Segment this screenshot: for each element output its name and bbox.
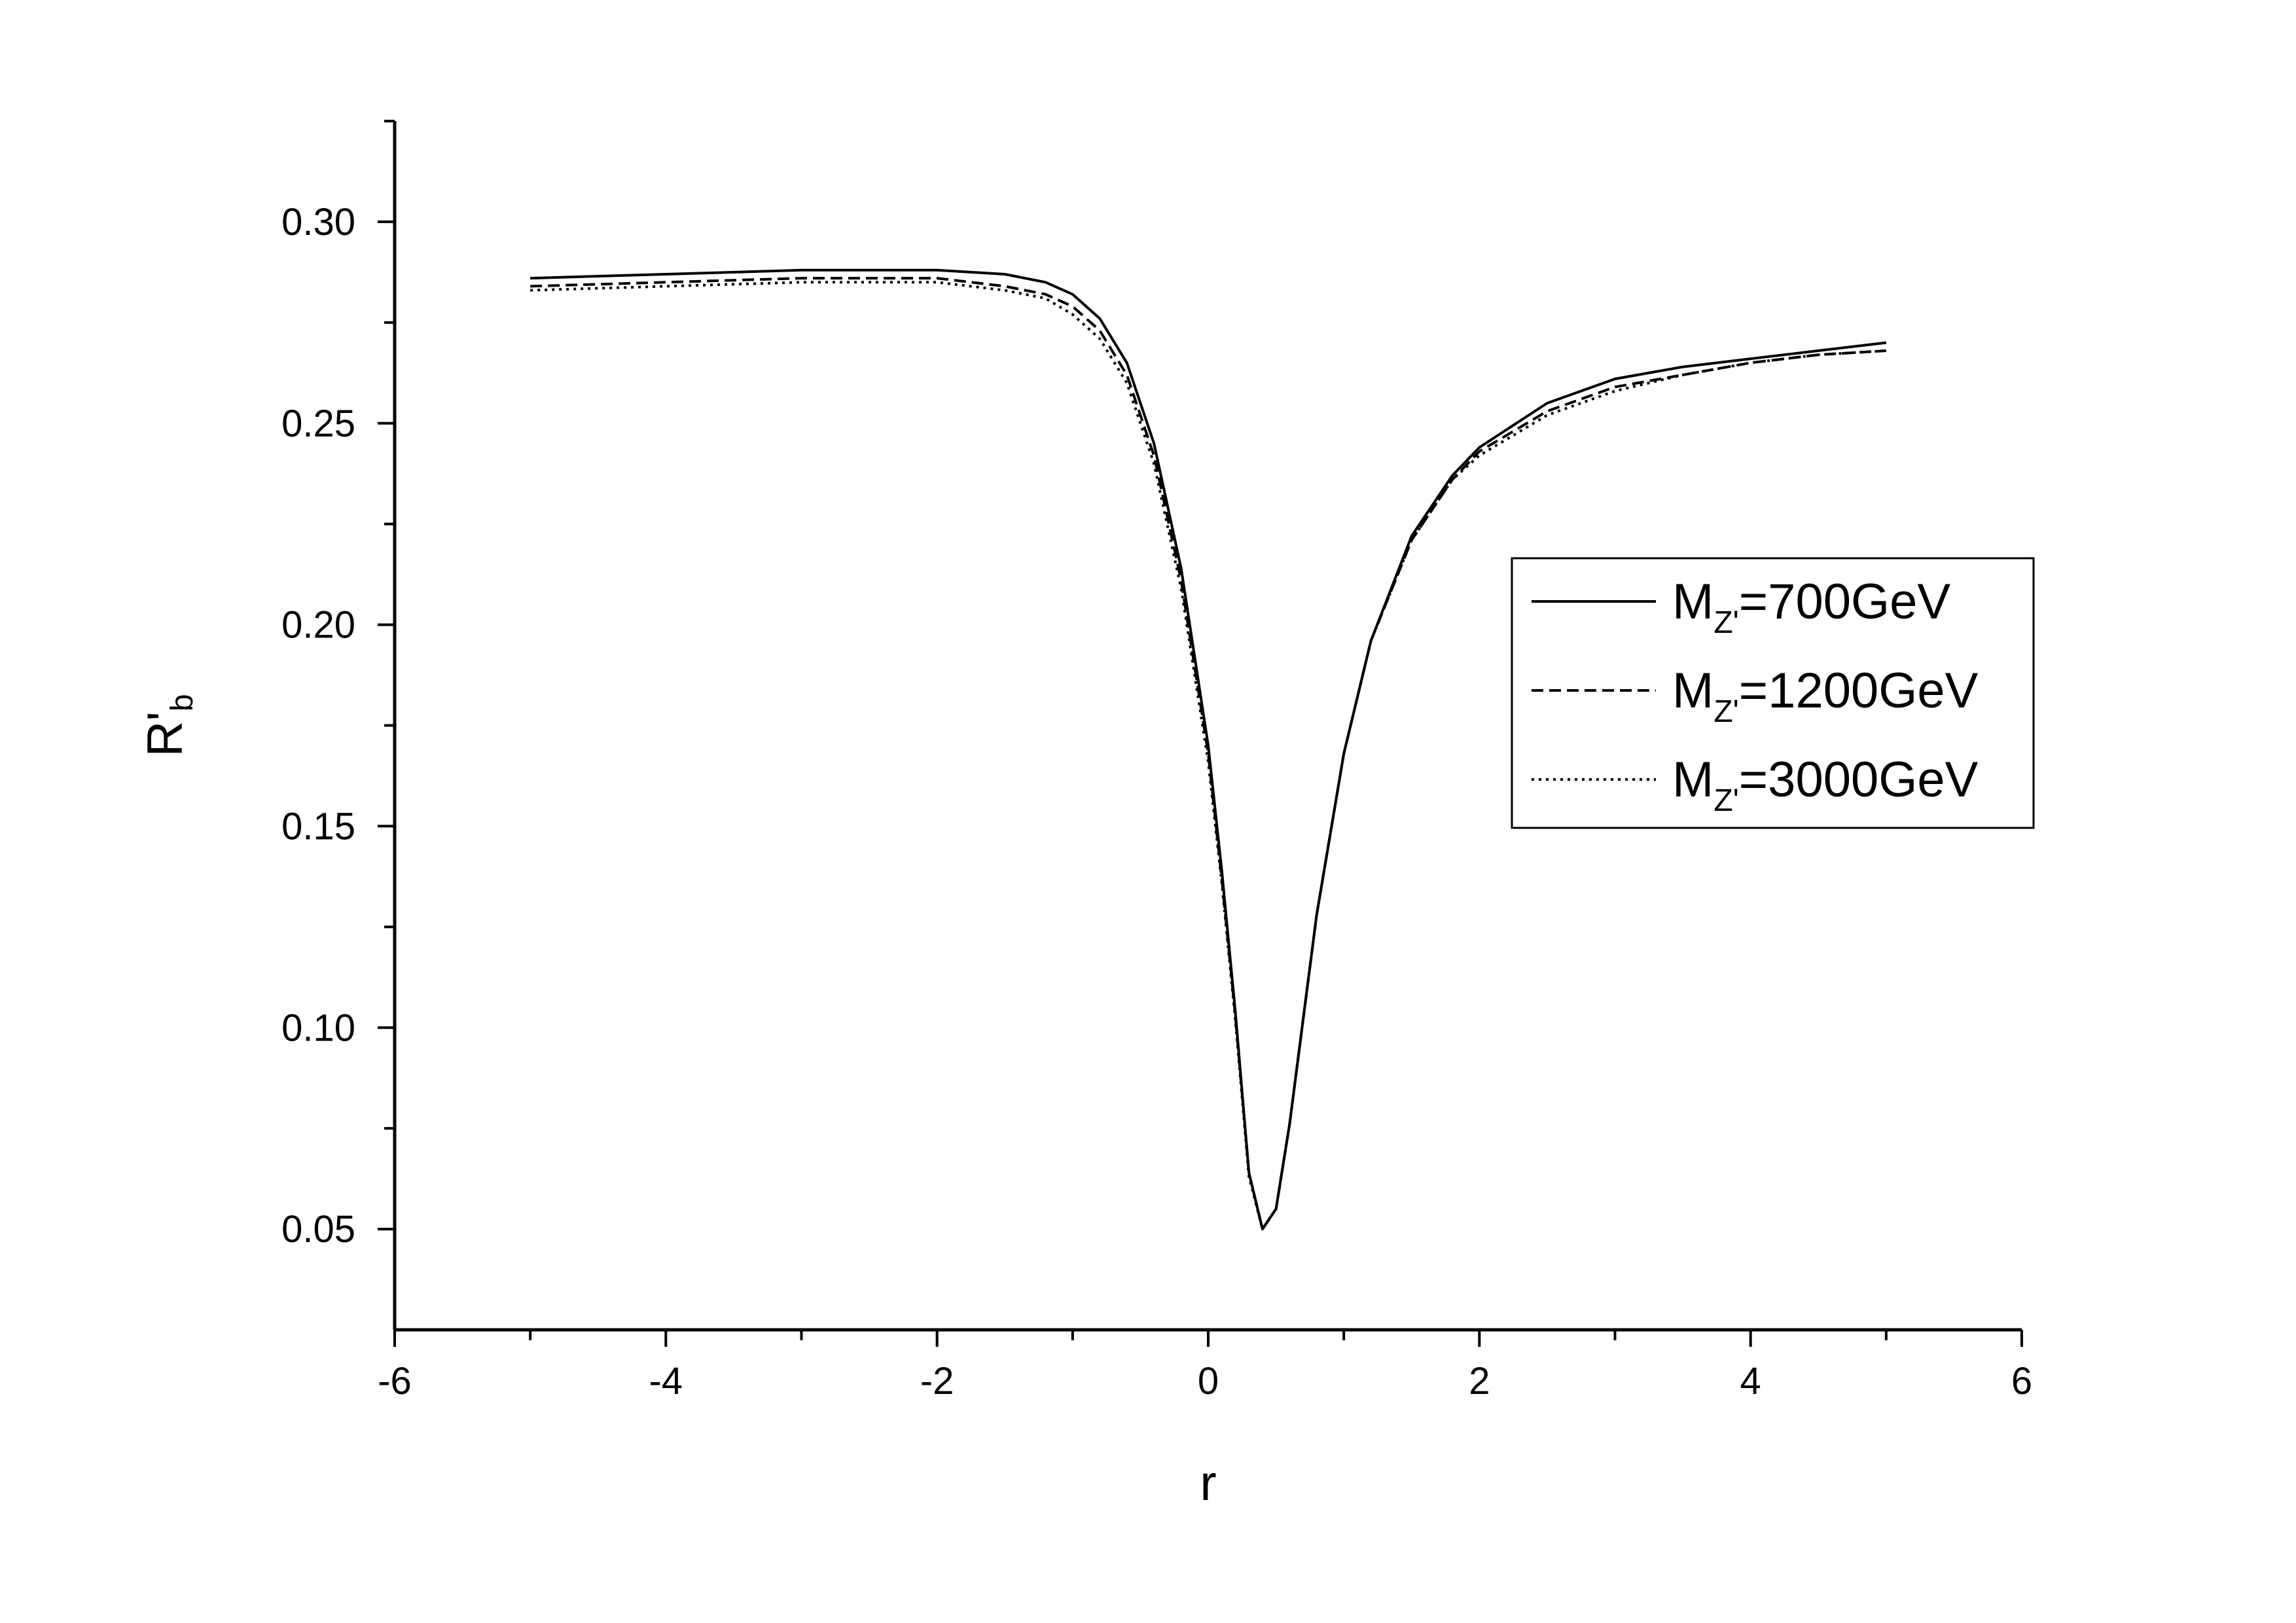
x-tick-label: 6 <box>2011 1360 2032 1402</box>
legend-label: MZ'=700GeV <box>1672 574 1950 640</box>
plot-area: -6 -4 -2 0 2 4 6 0.05 0.10 0.15 0.20 0.25 0.30 <box>281 120 2032 1402</box>
x-tick-label: 2 <box>1469 1360 1490 1402</box>
x-axis-title: r <box>1200 1455 1216 1511</box>
y-tick-label: 0.25 <box>281 402 355 445</box>
svg-text:R'b: R'b <box>137 694 200 757</box>
legend: MZ'=700GeV MZ'=1200GeV MZ'=3000GeV <box>1511 557 2035 829</box>
y-axis-ticks: 0.05 0.10 0.15 0.20 0.25 0.30 <box>281 120 395 1251</box>
legend-label: MZ'=3000GeV <box>1672 752 1979 818</box>
x-tick-label: 4 <box>1740 1360 1761 1402</box>
x-tick-label: -2 <box>920 1360 954 1402</box>
y-tick-label: 0.20 <box>281 604 355 647</box>
series-line-3 <box>530 281 1886 1231</box>
y-tick-label: 0.30 <box>281 201 355 243</box>
y-tick-label: 0.10 <box>281 1007 355 1049</box>
x-tick-label: 0 <box>1198 1360 1219 1402</box>
legend-item-3: MZ'=3000GeV <box>1532 752 1979 818</box>
legend-box <box>1511 557 2035 829</box>
series-lines <box>530 268 1887 1231</box>
y-axis-title: R'b <box>137 694 200 757</box>
legend-item-1: MZ'=700GeV <box>1532 574 1950 640</box>
legend-item-2: MZ'=1200GeV <box>1532 663 1979 729</box>
y-tick-label: 0.15 <box>281 805 355 847</box>
x-tick-label: -6 <box>378 1360 412 1402</box>
series-line-1 <box>530 268 1887 1231</box>
x-axis-ticks: -6 -4 -2 0 2 4 6 <box>378 1330 2032 1402</box>
y-tick-label: 0.05 <box>281 1208 355 1251</box>
legend-label: MZ'=1200GeV <box>1672 663 1979 729</box>
y-axis-title-base: R' <box>137 711 193 757</box>
x-tick-label: -4 <box>649 1360 683 1402</box>
y-axis-title-sub: b <box>165 694 200 711</box>
